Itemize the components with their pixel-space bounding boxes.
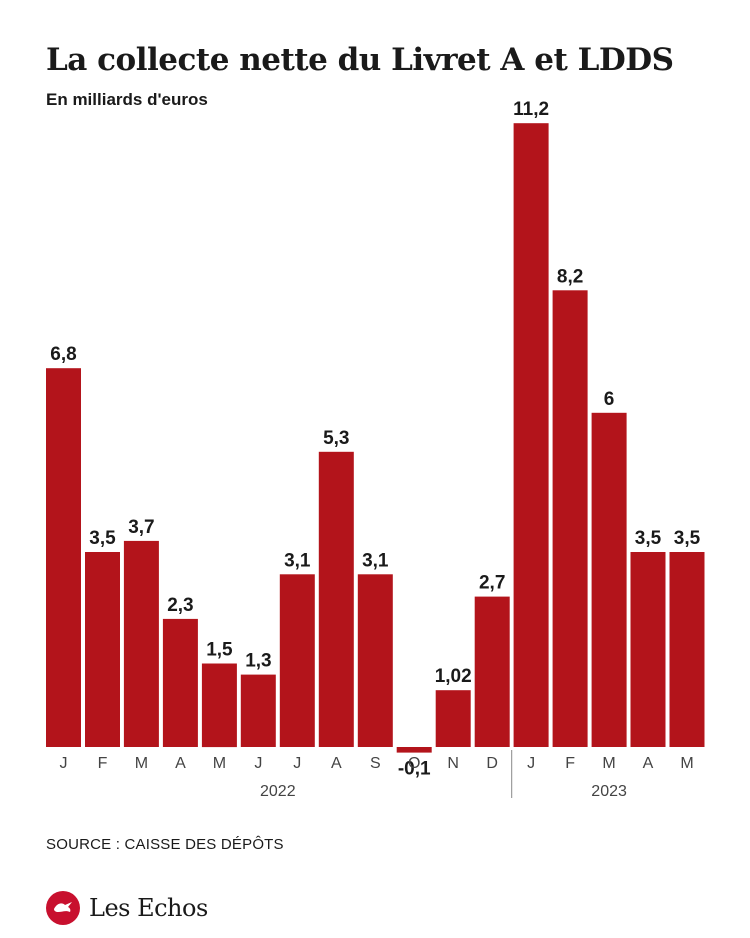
data-label: 11,2 <box>513 99 549 120</box>
logo-emblem-icon <box>46 891 80 925</box>
data-label: 3,5 <box>674 528 701 549</box>
x-tick-label: M <box>680 755 693 772</box>
data-label: 8,2 <box>557 266 583 287</box>
x-tick-label: D <box>486 755 498 772</box>
bar <box>474 596 510 747</box>
bar <box>630 552 666 747</box>
brand-name: Les Echos <box>89 894 208 922</box>
x-tick-label: F <box>98 755 108 772</box>
x-tick-label: S <box>370 755 381 772</box>
x-tick-label: O <box>408 755 420 772</box>
data-label: 3,5 <box>89 528 116 549</box>
data-label: 6 <box>604 389 615 410</box>
les-echos-logo: Les Echos <box>46 889 208 927</box>
data-label: 3,5 <box>635 528 662 549</box>
x-tick-label: J <box>293 755 301 772</box>
bar <box>318 451 354 747</box>
bar <box>435 690 471 747</box>
data-label: 6,8 <box>50 344 76 365</box>
x-tick-label: A <box>331 755 342 772</box>
x-tick-label: J <box>254 755 262 772</box>
bar <box>123 540 159 747</box>
source-note: SOURCE : CAISSE DES DÉPÔTS <box>46 836 284 853</box>
bar <box>513 123 549 747</box>
data-label: 3,1 <box>362 550 389 571</box>
x-tick-label: N <box>447 755 459 772</box>
x-tick-label: J <box>527 755 535 772</box>
bar-chart: 6,8 J 3,5 F 3,7 M 2,3 A 1,5 M 1,3 J 3,1 J 5,3 A 3,1 S -0,1… <box>46 99 705 800</box>
bar <box>357 574 393 747</box>
x-tick-label: A <box>643 755 654 772</box>
data-label: 5,3 <box>323 428 349 449</box>
x-tick-label: F <box>565 755 575 772</box>
data-label: 1,3 <box>245 651 271 672</box>
data-label: 3,1 <box>284 550 311 571</box>
x-tick-label: M <box>135 755 148 772</box>
chart-title: La collecte nette du Livret A et LDDS <box>46 42 674 78</box>
data-label: 3,7 <box>128 517 154 538</box>
data-label: -0,1 <box>398 759 431 780</box>
year-label: 2023 <box>591 783 627 800</box>
bar <box>85 552 120 747</box>
data-label: 1,02 <box>435 666 472 687</box>
x-tick-label: A <box>175 755 186 772</box>
x-tick-label: M <box>213 755 226 772</box>
bar <box>279 574 315 747</box>
chart-subtitle: En milliards d'euros <box>46 90 208 109</box>
bar <box>591 412 627 747</box>
bar <box>162 618 198 747</box>
year-label: 2022 <box>260 783 296 800</box>
x-tick-label: M <box>602 755 615 772</box>
data-label: 2,7 <box>479 573 505 594</box>
bar <box>46 368 81 747</box>
data-label: 1,5 <box>206 640 233 661</box>
bar <box>552 290 588 747</box>
x-tick-label: J <box>60 755 68 772</box>
bar <box>201 663 237 748</box>
bar <box>240 674 276 747</box>
bar <box>396 747 432 753</box>
data-label: 2,3 <box>167 595 193 616</box>
bar <box>669 552 705 747</box>
